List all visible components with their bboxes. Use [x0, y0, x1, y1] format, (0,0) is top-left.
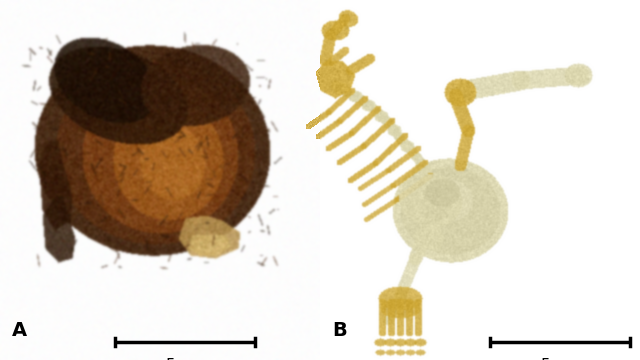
Text: A: A: [12, 321, 27, 340]
Text: B: B: [332, 321, 347, 340]
Text: 5 cm: 5 cm: [166, 358, 204, 360]
Text: 5 cm: 5 cm: [541, 358, 579, 360]
